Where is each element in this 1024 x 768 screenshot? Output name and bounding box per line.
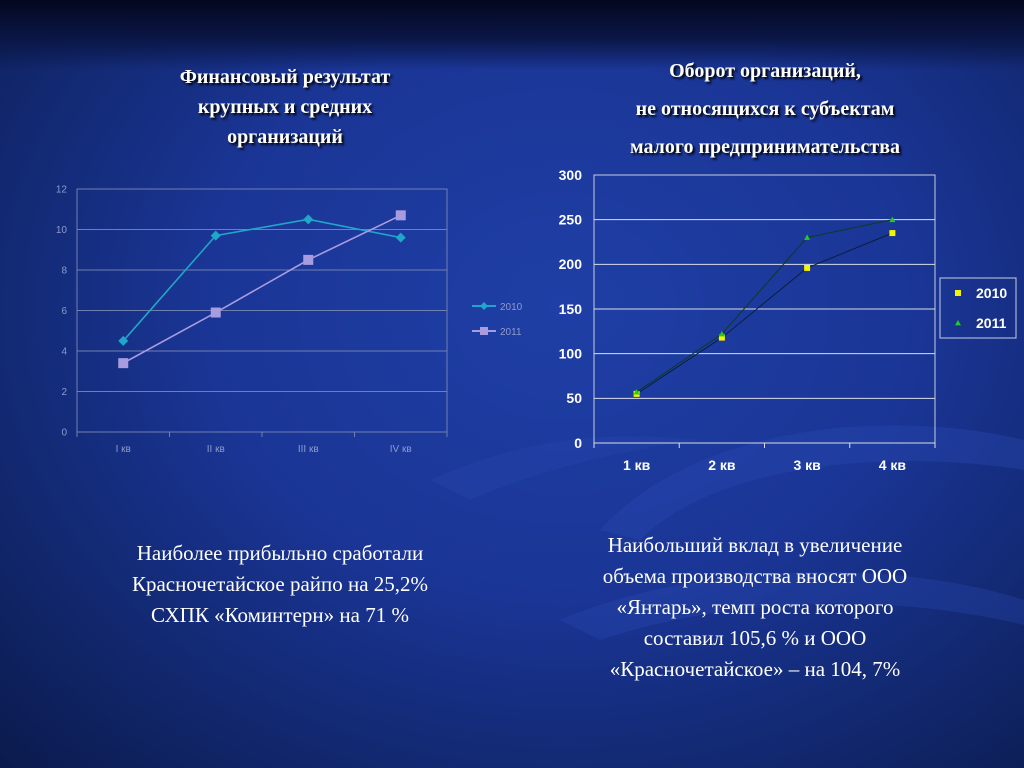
data-point-2010 (718, 334, 725, 341)
right-title-line: малого предпринимательства (629, 136, 901, 158)
data-point-2010 (303, 214, 314, 225)
series-line-2010 (122, 218, 401, 342)
legend-label: 2010 (976, 285, 1007, 301)
legend-marker (480, 302, 488, 310)
x-tick-label: 1 кв (623, 457, 651, 473)
data-point-2011 (633, 389, 640, 395)
legend-box (939, 277, 1017, 339)
right-chart-title: Оборот организаций, не относящихся к суб… (560, 52, 970, 166)
right-caption-line: «Красночетайское» – на 104, 7% (609, 657, 901, 681)
left-title-line: Финансовый результат (179, 66, 391, 88)
data-point-2010 (395, 232, 406, 243)
left-chart-title: Финансовый результат крупных и средних о… (120, 62, 450, 152)
y-tick-label: 150 (559, 301, 583, 317)
left-caption-line: Наиболее прибыльно сработали (136, 541, 424, 565)
data-point-2011 (889, 216, 896, 223)
y-tick-label: 200 (559, 256, 583, 272)
x-tick-label: I кв (116, 444, 131, 455)
y-tick-label: 4 (61, 347, 67, 358)
x-tick-label: 4 кв (879, 457, 907, 473)
left-title-line: крупных и средних (197, 96, 373, 118)
right-caption-line: объема производства вносят ООО (602, 564, 908, 588)
data-point-2011 (804, 234, 811, 240)
data-point-2011 (303, 254, 314, 265)
legend-marker (955, 290, 961, 296)
x-tick-label: 3 кв (793, 457, 821, 473)
legend-marker (955, 320, 961, 326)
right-caption: Наибольший вклад в увеличение объема про… (540, 530, 970, 685)
left-caption-line: Красночетайское райпо на 25,2% (131, 572, 429, 596)
left-title-line: организаций (227, 126, 343, 148)
left-caption-line: СХПК «Коминтерн» на 71 % (151, 603, 409, 627)
y-tick-label: 50 (566, 390, 582, 406)
y-tick-label: 2 (61, 387, 67, 398)
data-point-2010 (118, 335, 129, 346)
legend-label: 2011 (976, 315, 1007, 331)
y-tick-label: 6 (61, 306, 67, 317)
right-title-line: не относящихся к субъектам (635, 98, 895, 120)
right-caption-line: Наибольший вклад в увеличение (607, 533, 903, 557)
data-point-2010 (889, 230, 896, 237)
data-point-2010 (210, 230, 221, 241)
y-tick-label: 10 (56, 225, 68, 236)
x-tick-label: IV кв (390, 444, 412, 455)
data-point-2011 (210, 307, 221, 318)
left-caption: Наиболее прибыльно сработали Красночетай… (60, 538, 500, 631)
data-point-2011 (395, 210, 406, 221)
series-line-2011 (636, 219, 893, 393)
data-point-2011 (718, 331, 725, 337)
x-tick-label: 2 кв (708, 457, 736, 473)
y-tick-label: 8 (61, 266, 67, 277)
data-point-2010 (804, 264, 811, 271)
series-line-2011 (122, 214, 402, 364)
x-tick-label: III кв (298, 444, 319, 455)
series-line-2010 (636, 232, 893, 395)
y-tick-label: 0 (574, 435, 582, 451)
right-title-line: Оборот организаций, (669, 60, 861, 82)
y-tick-label: 100 (559, 346, 583, 362)
data-point-2011 (118, 358, 129, 369)
y-tick-label: 300 (559, 167, 583, 183)
legend-label: 2010 (500, 302, 523, 313)
legend-marker (480, 327, 488, 335)
x-tick-label: II кв (207, 444, 225, 455)
y-tick-label: 12 (56, 185, 68, 196)
right-caption-line: составил 105,6 % и ООО (643, 626, 867, 650)
right-caption-line: «Янтарь», темп роста которого (616, 595, 894, 619)
y-tick-label: 0 (61, 428, 67, 439)
y-tick-label: 250 (559, 212, 583, 228)
top-dark-band (0, 0, 1024, 70)
legend-label: 2011 (500, 327, 522, 338)
